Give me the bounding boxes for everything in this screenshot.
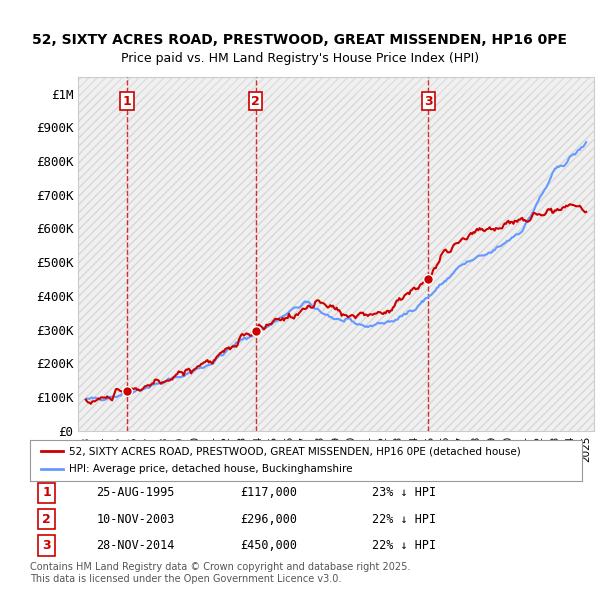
Text: 1: 1 [42, 486, 51, 499]
Text: 10-NOV-2003: 10-NOV-2003 [96, 513, 175, 526]
Text: Price paid vs. HM Land Registry's House Price Index (HPI): Price paid vs. HM Land Registry's House … [121, 52, 479, 65]
FancyBboxPatch shape [78, 77, 594, 431]
Text: 25-AUG-1995: 25-AUG-1995 [96, 486, 175, 499]
Text: £117,000: £117,000 [240, 486, 297, 499]
Text: 22% ↓ HPI: 22% ↓ HPI [372, 539, 436, 552]
Text: 28-NOV-2014: 28-NOV-2014 [96, 539, 175, 552]
Text: 2: 2 [251, 95, 260, 108]
Text: 52, SIXTY ACRES ROAD, PRESTWOOD, GREAT MISSENDEN, HP16 0PE (detached house): 52, SIXTY ACRES ROAD, PRESTWOOD, GREAT M… [68, 446, 520, 456]
Text: 3: 3 [42, 539, 51, 552]
Text: £450,000: £450,000 [240, 539, 297, 552]
Text: 2: 2 [42, 513, 51, 526]
Text: 23% ↓ HPI: 23% ↓ HPI [372, 486, 436, 499]
Text: 22% ↓ HPI: 22% ↓ HPI [372, 513, 436, 526]
Text: 52, SIXTY ACRES ROAD, PRESTWOOD, GREAT MISSENDEN, HP16 0PE: 52, SIXTY ACRES ROAD, PRESTWOOD, GREAT M… [32, 33, 568, 47]
Text: 3: 3 [424, 95, 433, 108]
Text: Contains HM Land Registry data © Crown copyright and database right 2025.
This d: Contains HM Land Registry data © Crown c… [30, 562, 410, 584]
Text: HPI: Average price, detached house, Buckinghamshire: HPI: Average price, detached house, Buck… [68, 464, 352, 474]
Text: 1: 1 [123, 95, 131, 108]
Text: £296,000: £296,000 [240, 513, 297, 526]
